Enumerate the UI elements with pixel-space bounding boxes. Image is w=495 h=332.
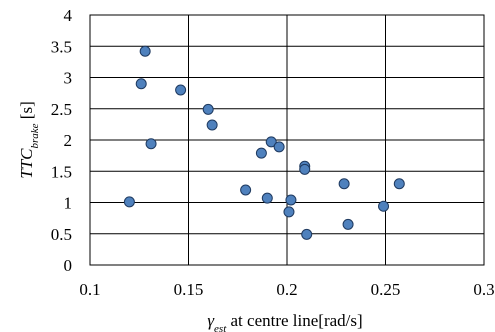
data-point-1 (135, 78, 147, 90)
data-point-0 (139, 45, 151, 57)
data-point-20 (301, 228, 313, 240)
x-axis-label: γest at centre line[rad/s] (207, 311, 362, 332)
data-point-18 (283, 206, 295, 218)
y-tick-labels: 0 0.5 1 1.5 2 2.5 3 3.5 4 (51, 6, 73, 275)
y-tick-label: 3.5 (51, 37, 72, 56)
x-tick-label: 0.25 (371, 280, 401, 299)
plot-area-frame (89, 14, 485, 266)
data-point-4 (206, 119, 218, 131)
x-tick-labels: 0.1 0.15 0.2 0.25 0.3 (79, 280, 494, 299)
y-tick-label: 2 (64, 131, 73, 150)
x-tick-label: 0.1 (79, 280, 100, 299)
data-point-6 (265, 136, 277, 148)
y-tick-label: 0.5 (51, 225, 72, 244)
y-tick-label: 1 (64, 194, 73, 213)
data-point-8 (255, 147, 267, 159)
y-tick-label: 1.5 (51, 162, 72, 181)
data-point-15 (285, 194, 297, 206)
data-point-19 (342, 218, 354, 230)
x-tick-label: 0.15 (174, 280, 204, 299)
data-point-13 (240, 184, 252, 196)
y-tick-label: 0 (64, 256, 73, 275)
data-point-3 (202, 103, 214, 115)
data-point-5 (145, 138, 157, 150)
data-points (123, 45, 405, 240)
x-tick-label: 0.3 (473, 280, 494, 299)
data-point-10 (299, 163, 311, 175)
y-tick-label: 3 (64, 69, 73, 88)
data-point-17 (378, 200, 390, 212)
data-point-14 (261, 192, 273, 204)
data-point-11 (338, 178, 350, 190)
y-axis-label: TTCbrake [s] (17, 101, 41, 179)
data-point-7 (273, 141, 285, 153)
data-point-12 (393, 178, 405, 190)
data-point-2 (175, 84, 187, 96)
y-tick-label: 4 (64, 6, 73, 25)
y-tick-label: 2.5 (51, 100, 72, 119)
x-tick-label: 0.2 (276, 280, 297, 299)
data-point-16 (123, 196, 135, 208)
